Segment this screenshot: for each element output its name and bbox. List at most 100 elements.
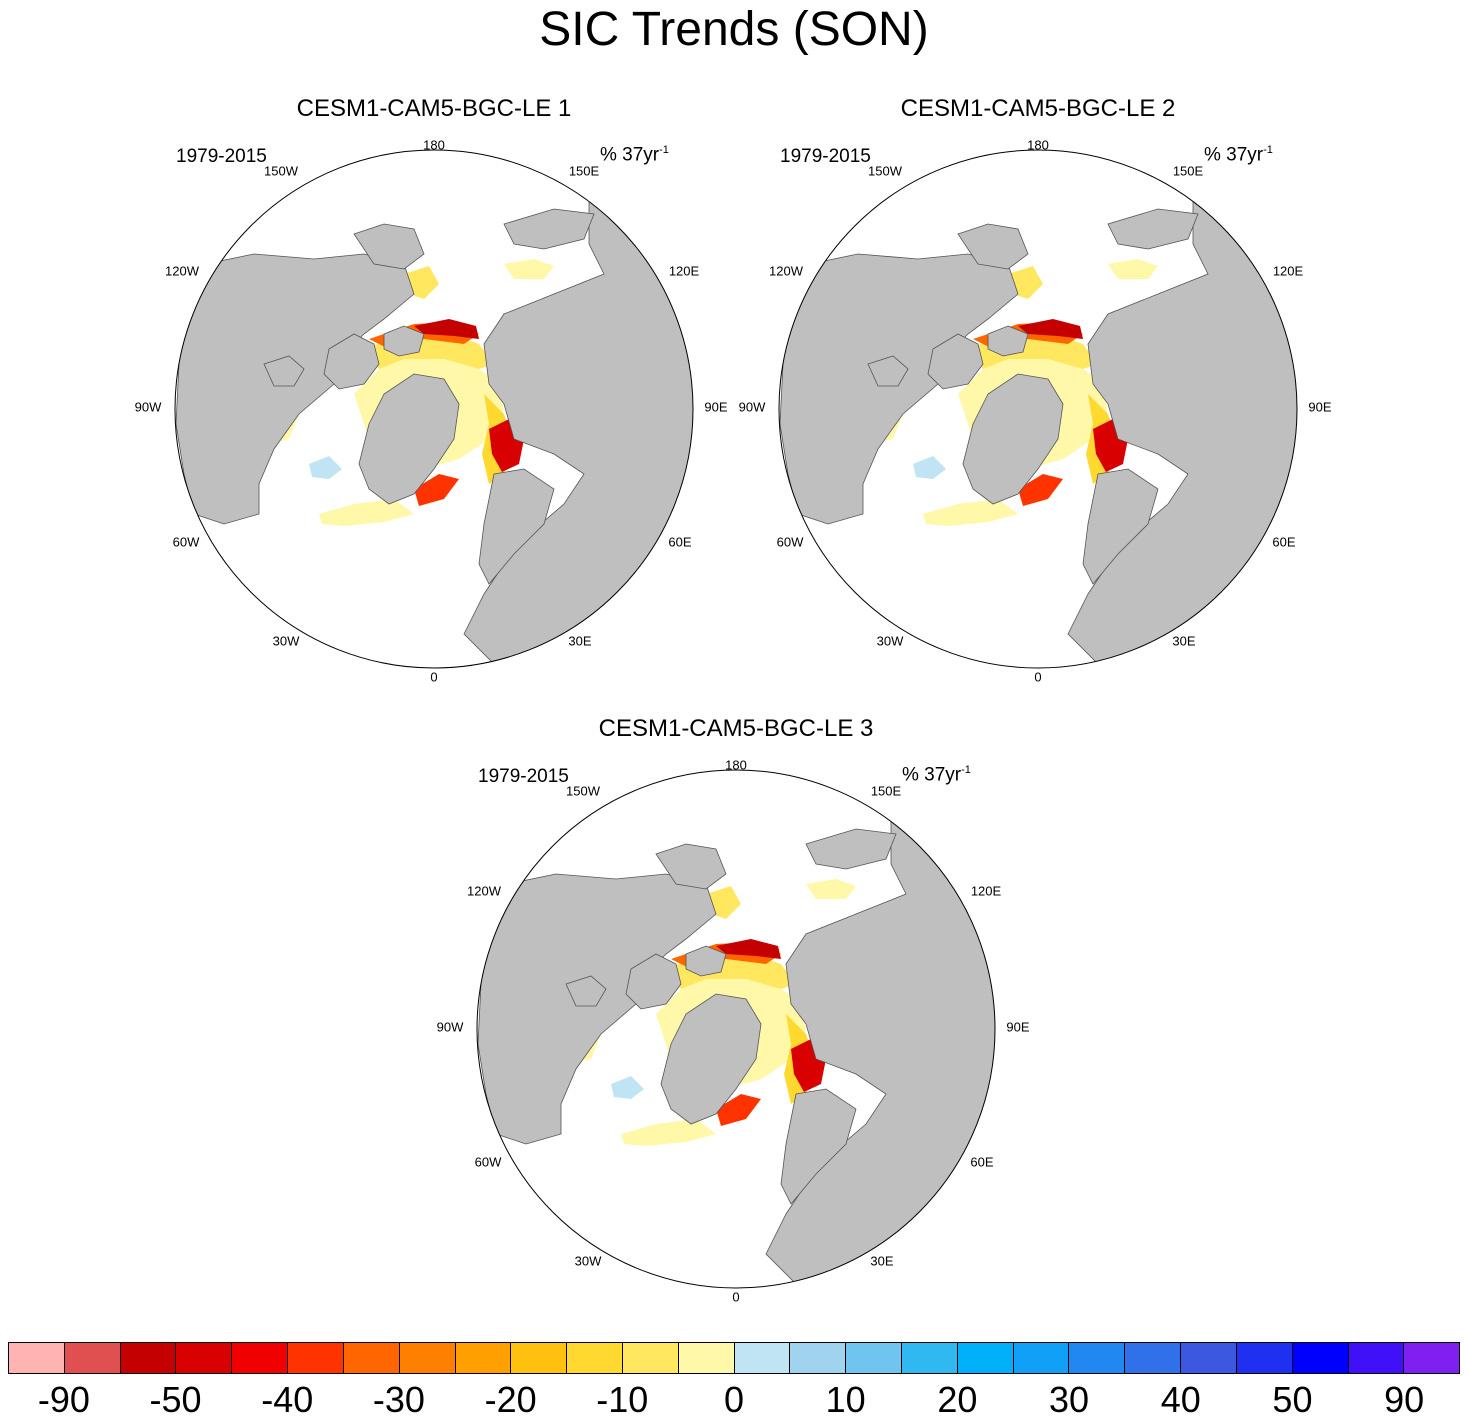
colorbar-tick-label: 10 [825, 1379, 866, 1420]
colorbar-box [734, 1343, 791, 1373]
period-label: 1979-2015 [780, 146, 871, 167]
longitude-label: 30E [1172, 633, 1195, 648]
panel-title-2: CESM1-CAM5-BGC-LE 2 [900, 95, 1176, 122]
longitude-label: 0 [732, 1289, 739, 1304]
land-mass [323, 333, 380, 390]
longitude-label: 180 [1027, 137, 1049, 152]
land-mass [358, 373, 460, 505]
sic-trend-contour [309, 456, 342, 479]
colorbar-box [232, 1343, 289, 1373]
land-mass [805, 828, 897, 870]
sic-trend-contour [414, 474, 459, 506]
longitude-label: 150W [264, 163, 299, 178]
period-label: 1979-2015 [478, 766, 569, 787]
polar-map: 180 150E 120E 90E 60E 30E 0 30W 60W 90W 120W 150W [739, 137, 1332, 684]
sic-trend-contour [414, 319, 479, 339]
colorbar-box [64, 1343, 121, 1373]
colorbar-tick-label: -50 [149, 1379, 202, 1420]
land-mass [625, 953, 682, 1010]
colorbar-box [1181, 1343, 1237, 1373]
colorbar-tick-label: -90 [37, 1379, 90, 1420]
units-exponent: -1 [1263, 144, 1273, 156]
colorbar-box [678, 1343, 735, 1373]
longitude-label: 90W [437, 1019, 464, 1034]
colorbar-tick-label: 0 [723, 1379, 745, 1420]
polar-map: 180 150E 120E 90E 60E 30E 0 30W 60W 90W 120W 150W [437, 757, 1030, 1304]
colorbar-tick-label: 90 [1384, 1379, 1425, 1420]
longitude-label: 90E [704, 399, 727, 414]
units-text: % 37yr [600, 144, 660, 166]
longitude-label: 120E [669, 263, 700, 278]
land-mass [655, 843, 727, 890]
period-label: 1979-2015 [176, 146, 267, 167]
colorbar-box [790, 1343, 847, 1373]
land-mass [927, 333, 984, 390]
colorbar [8, 1342, 1460, 1374]
colorbar-box [1404, 1343, 1460, 1373]
land-mass [478, 468, 555, 585]
longitude-label: 30E [870, 1253, 893, 1268]
units-exponent: -1 [961, 764, 971, 776]
land-mass [1107, 208, 1199, 250]
longitude-label: 150W [868, 163, 903, 178]
land-mass [503, 208, 595, 250]
colorbar-box [846, 1343, 902, 1373]
units-label: % 37yr-1 [600, 144, 669, 166]
colorbar-box [1236, 1343, 1293, 1373]
colorbar-box [1348, 1343, 1405, 1373]
colorbar-box [1069, 1343, 1126, 1373]
colorbar-tick-label: -30 [372, 1379, 425, 1420]
sic-trend-contour [1018, 474, 1063, 506]
land-mass [263, 355, 305, 387]
colorbar-box [902, 1343, 958, 1373]
units-exponent: -1 [659, 144, 669, 156]
land-mass [685, 945, 727, 977]
land-mass [957, 223, 1029, 270]
panel-title-1: CESM1-CAM5-BGC-LE 1 [296, 95, 572, 122]
longitude-label: 60E [668, 534, 691, 549]
longitude-label: 60W [173, 534, 200, 549]
sic-trend-contour [923, 499, 1018, 526]
colorbar-box [176, 1343, 233, 1373]
colorbar-box [343, 1343, 400, 1373]
colorbar-box [120, 1343, 177, 1373]
colorbar-tick-label: 30 [1049, 1379, 1090, 1420]
longitude-label: 180 [725, 757, 747, 772]
longitude-label: 90W [739, 399, 766, 414]
longitude-label: 30W [273, 633, 300, 648]
longitude-label: 120E [971, 883, 1002, 898]
longitude-label: 150E [871, 783, 902, 798]
longitude-label: 90W [135, 399, 162, 414]
units-text: % 37yr [902, 764, 962, 786]
longitude-label: 90E [1006, 1019, 1029, 1034]
sic-trend-contour [621, 1119, 716, 1146]
land-mass [660, 993, 762, 1125]
sic-trend-contour [1018, 319, 1083, 339]
colorbar-box [1292, 1343, 1349, 1373]
map-panel-2: CESM1-CAM5-BGC-LE 2 1979-2015 % 37yr-1 1… [688, 94, 1388, 694]
longitude-label: 30W [575, 1253, 602, 1268]
panel-title-3: CESM1-CAM5-BGC-LE 3 [598, 715, 874, 742]
longitude-label: 150W [566, 783, 601, 798]
colorbar-box [567, 1343, 623, 1373]
longitude-label: 150E [569, 163, 600, 178]
sic-trend-contour [716, 1094, 761, 1126]
land-mass [780, 1088, 857, 1205]
sic-trend-contour [806, 879, 856, 899]
colorbar-box [1013, 1343, 1070, 1373]
colorbar-box [957, 1343, 1014, 1373]
colorbar-box [1125, 1343, 1182, 1373]
figure-title: SIC Trends (SON) [539, 3, 929, 56]
colorbar-tick-label: 50 [1272, 1379, 1313, 1420]
longitude-label: 120W [467, 883, 502, 898]
longitude-label: 30E [568, 633, 591, 648]
longitude-label: 180 [423, 137, 445, 152]
colorbar-box [399, 1343, 456, 1373]
land-mass [1082, 468, 1159, 585]
colorbar-tick-label: -10 [596, 1379, 649, 1420]
longitude-label: 60W [475, 1154, 502, 1169]
map-boundary [476, 769, 996, 1289]
colorbar-box [9, 1343, 65, 1373]
longitude-label: 60W [777, 534, 804, 549]
longitude-label: 120E [1273, 263, 1304, 278]
